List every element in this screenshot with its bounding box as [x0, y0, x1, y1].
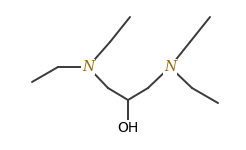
Text: N: N	[164, 60, 176, 74]
Text: N: N	[82, 60, 94, 74]
Text: OH: OH	[117, 121, 139, 135]
